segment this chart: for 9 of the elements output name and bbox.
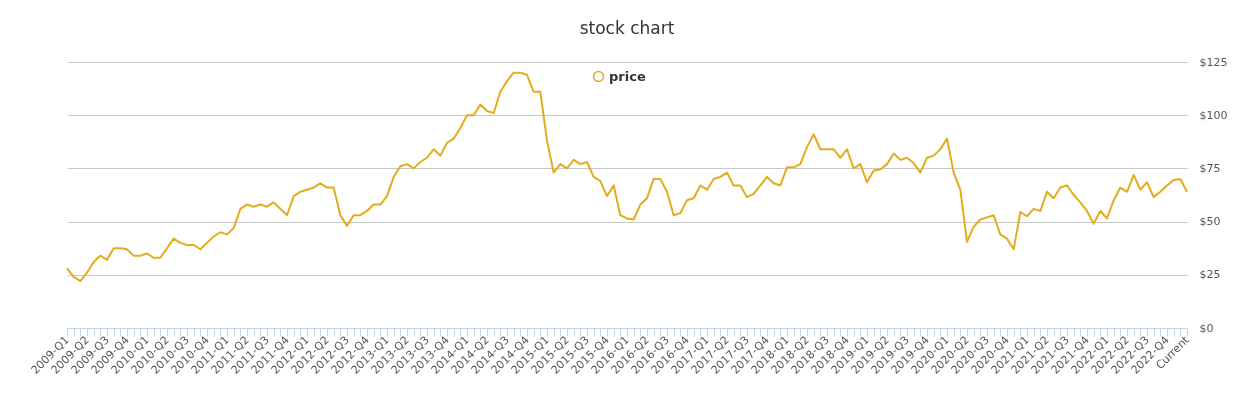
y-tick-label: $25 [1199,268,1221,282]
chart-title: stock chart [579,18,675,38]
y-tick-label: $0 [1199,321,1214,335]
y-tick-label: $100 [1199,108,1228,122]
y-tick-label: $75 [1199,161,1221,175]
y-tick-label: $125 [1199,55,1228,69]
legend-label: price [609,68,646,84]
y-tick-label: $50 [1199,215,1221,229]
line-series [66,71,1188,283]
